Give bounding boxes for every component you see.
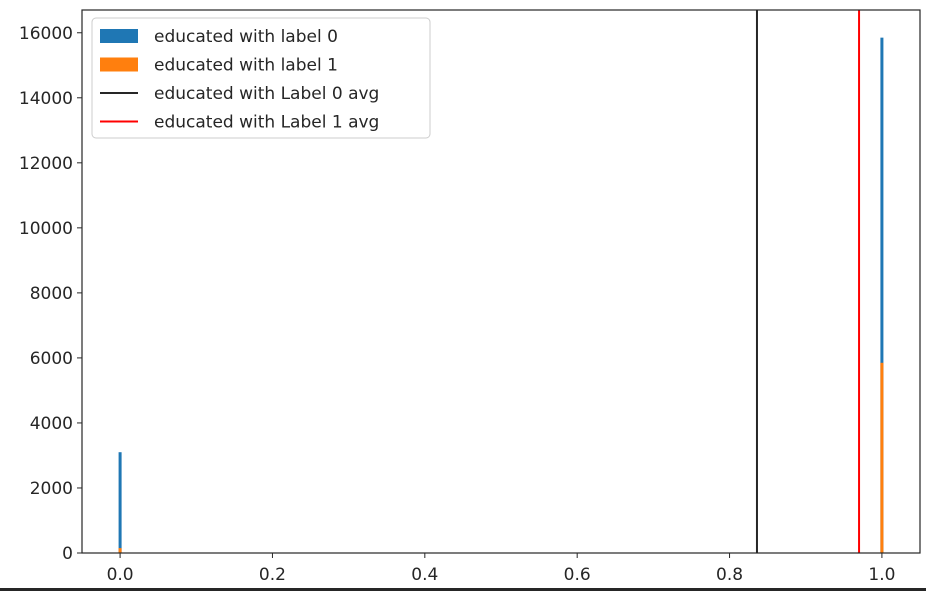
legend-label: educated with Label 1 avg bbox=[154, 113, 379, 133]
bar-educated-with-label-1-1 bbox=[880, 362, 884, 553]
legend-box bbox=[91, 17, 431, 139]
y-tick-label: 12000 bbox=[19, 154, 73, 174]
legend-label: educated with label 1 bbox=[154, 56, 338, 76]
x-tick-label: 0.6 bbox=[564, 565, 591, 585]
x-tick-label: 0.0 bbox=[107, 565, 134, 585]
y-tick-label: 10000 bbox=[19, 219, 73, 239]
x-tick-label: 1.0 bbox=[868, 565, 895, 585]
x-axis: 0.0 0.2 0.4 0.6 0.8 1.0 bbox=[107, 553, 895, 585]
x-tick-label: 0.4 bbox=[411, 565, 438, 585]
legend-swatch bbox=[100, 57, 138, 72]
bar-educated-with-label-0-0 bbox=[118, 452, 122, 553]
bar-educated-with-label-1-0 bbox=[118, 548, 122, 553]
bar-educated-with-label-0-1 bbox=[880, 37, 884, 554]
y-tick-label: 6000 bbox=[30, 349, 73, 369]
plot-frame bbox=[81, 9, 921, 554]
bottom-border bbox=[0, 588, 926, 591]
y-tick-label: 4000 bbox=[30, 414, 73, 434]
plot-marks bbox=[118, 10, 884, 554]
y-tick-label: 14000 bbox=[19, 89, 73, 109]
y-tick-label: 0 bbox=[62, 544, 73, 564]
legend: educated with label 0 educated with label… bbox=[91, 17, 431, 139]
y-tick-label: 8000 bbox=[30, 284, 73, 304]
y-tick-label: 16000 bbox=[19, 24, 73, 44]
legend-label: educated with label 0 bbox=[154, 27, 338, 47]
y-axis: 0 2000 4000 6000 8000 10000 12000 14000 16000 bbox=[19, 24, 82, 564]
x-tick-label: 0.2 bbox=[259, 565, 286, 585]
x-tick-label: 0.8 bbox=[716, 565, 743, 585]
legend-swatch bbox=[100, 29, 138, 43]
legend-label: educated with Label 0 avg bbox=[154, 84, 379, 104]
y-tick-label: 2000 bbox=[30, 479, 73, 499]
